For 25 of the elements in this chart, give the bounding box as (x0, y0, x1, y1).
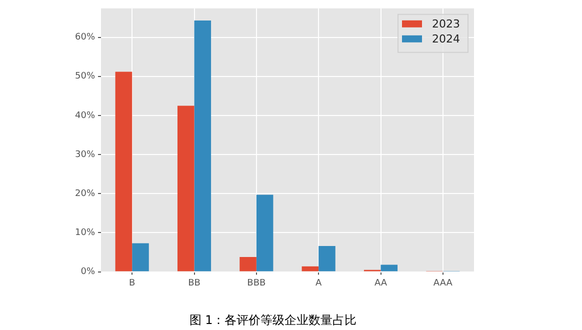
x-tick-label: AA (374, 278, 388, 289)
bar (256, 194, 274, 272)
y-tick-label: 30% (74, 150, 96, 160)
bar (194, 20, 212, 272)
bar (302, 266, 319, 272)
text: 图 1：各评价等级企业数量占比 (189, 312, 357, 327)
legend-label: 2024 (432, 32, 460, 46)
legend-label: 2023 (432, 17, 460, 30)
bar (132, 243, 149, 272)
y-tick-label: 0% (80, 267, 96, 278)
x-tick-label: AAA (433, 278, 454, 289)
y-tick-label: 10% (74, 228, 96, 238)
bar (177, 106, 194, 272)
y-tick-label: 40% (74, 110, 96, 121)
x-tick-label: B (128, 278, 136, 289)
y-tick-label: 50% (74, 72, 96, 82)
x-tick-label: A (316, 278, 322, 289)
bar (115, 72, 132, 272)
bar (380, 264, 398, 272)
bar (318, 246, 336, 272)
y-tick-label: 60% (74, 32, 96, 43)
y-tick-label: 20% (74, 188, 96, 199)
x-tick-label: BBB (247, 278, 266, 289)
x-tick-label: BB (188, 278, 200, 289)
bar (240, 256, 256, 272)
